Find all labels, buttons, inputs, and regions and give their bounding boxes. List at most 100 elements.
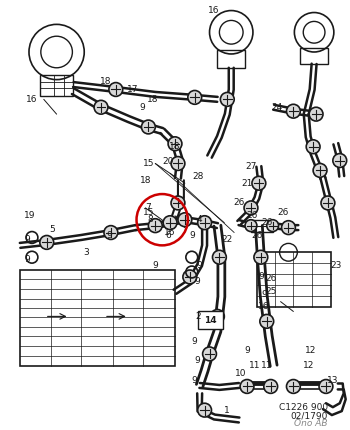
Text: 9: 9 <box>258 273 264 282</box>
Circle shape <box>198 216 211 230</box>
Text: 9: 9 <box>195 277 201 286</box>
Circle shape <box>210 310 224 323</box>
Circle shape <box>287 104 300 118</box>
Text: 16: 16 <box>26 95 38 104</box>
Circle shape <box>163 216 177 230</box>
Circle shape <box>254 250 268 264</box>
Text: 11: 11 <box>261 361 273 370</box>
Text: 26: 26 <box>265 274 276 283</box>
Text: 10: 10 <box>235 369 247 378</box>
Bar <box>251 220 273 232</box>
Bar <box>40 75 74 96</box>
Text: 5: 5 <box>49 225 55 234</box>
Bar <box>198 311 223 329</box>
Circle shape <box>281 221 295 234</box>
Text: 9: 9 <box>261 290 267 299</box>
Circle shape <box>40 236 54 249</box>
Text: 11: 11 <box>249 361 261 370</box>
Circle shape <box>240 380 254 393</box>
Text: 9: 9 <box>24 235 30 244</box>
Text: 9: 9 <box>106 231 112 240</box>
Text: 26: 26 <box>278 208 289 217</box>
Text: 16: 16 <box>164 228 176 237</box>
Text: 3: 3 <box>83 248 89 257</box>
Circle shape <box>109 83 123 96</box>
Text: 18: 18 <box>169 142 181 151</box>
Circle shape <box>220 92 234 106</box>
Text: 24: 24 <box>271 103 282 112</box>
Bar <box>20 270 175 366</box>
Circle shape <box>178 213 192 227</box>
Text: 25: 25 <box>265 287 276 296</box>
Text: 16: 16 <box>258 302 270 311</box>
Text: 26: 26 <box>233 198 245 207</box>
Text: 12: 12 <box>304 347 316 356</box>
Text: 22: 22 <box>222 235 233 244</box>
Circle shape <box>171 196 185 210</box>
Circle shape <box>306 140 320 154</box>
Circle shape <box>309 107 323 121</box>
Text: 26: 26 <box>246 211 258 220</box>
Text: C1226 900: C1226 900 <box>279 403 328 412</box>
Text: 1: 1 <box>224 405 230 415</box>
Circle shape <box>313 163 327 177</box>
Text: 17: 17 <box>127 85 138 94</box>
Circle shape <box>104 226 118 240</box>
Text: 13: 13 <box>327 376 338 385</box>
Text: 15: 15 <box>142 159 154 168</box>
Text: 27: 27 <box>245 162 257 171</box>
Bar <box>257 252 331 307</box>
Text: 23: 23 <box>330 261 342 270</box>
Text: 2: 2 <box>195 312 201 321</box>
Circle shape <box>94 100 108 114</box>
Circle shape <box>252 176 266 190</box>
Text: 8: 8 <box>147 215 153 224</box>
Circle shape <box>203 347 216 361</box>
Circle shape <box>141 120 155 134</box>
Text: 9: 9 <box>189 231 195 240</box>
Circle shape <box>264 380 278 393</box>
Circle shape <box>168 137 182 150</box>
Text: 14: 14 <box>204 316 217 325</box>
Text: 02/1790: 02/1790 <box>290 411 328 420</box>
Text: 9: 9 <box>244 347 250 356</box>
Circle shape <box>148 219 162 233</box>
Circle shape <box>171 157 185 170</box>
Circle shape <box>267 220 279 232</box>
Text: 28: 28 <box>192 172 203 181</box>
Text: 9: 9 <box>24 255 30 264</box>
Text: 7: 7 <box>146 203 151 212</box>
Circle shape <box>260 314 274 328</box>
Text: 20: 20 <box>162 157 174 166</box>
Circle shape <box>321 196 335 210</box>
Circle shape <box>287 380 300 393</box>
Circle shape <box>198 403 211 417</box>
Text: 12: 12 <box>302 361 314 370</box>
Text: 9: 9 <box>195 356 201 366</box>
Text: 19: 19 <box>24 211 36 220</box>
Text: 9: 9 <box>192 337 198 346</box>
Circle shape <box>245 220 257 232</box>
Circle shape <box>319 380 333 393</box>
Text: 18: 18 <box>100 77 112 86</box>
Text: 9: 9 <box>197 261 203 270</box>
Text: 4: 4 <box>197 215 203 224</box>
Circle shape <box>183 270 197 284</box>
Text: 18: 18 <box>140 176 151 185</box>
Circle shape <box>244 201 258 215</box>
Circle shape <box>333 154 346 167</box>
Text: 16: 16 <box>208 6 219 15</box>
Text: 21: 21 <box>241 179 253 188</box>
Text: 9: 9 <box>152 261 158 270</box>
Text: 9: 9 <box>140 103 145 112</box>
Text: 26: 26 <box>261 218 272 227</box>
Circle shape <box>212 250 226 264</box>
Text: 9: 9 <box>192 376 198 385</box>
Text: 26: 26 <box>251 231 262 240</box>
Circle shape <box>188 90 202 104</box>
Text: Ono AB: Ono AB <box>294 419 328 428</box>
Text: 18: 18 <box>147 95 158 104</box>
Bar <box>300 48 328 64</box>
Bar <box>217 50 245 68</box>
Text: 15: 15 <box>142 208 154 217</box>
